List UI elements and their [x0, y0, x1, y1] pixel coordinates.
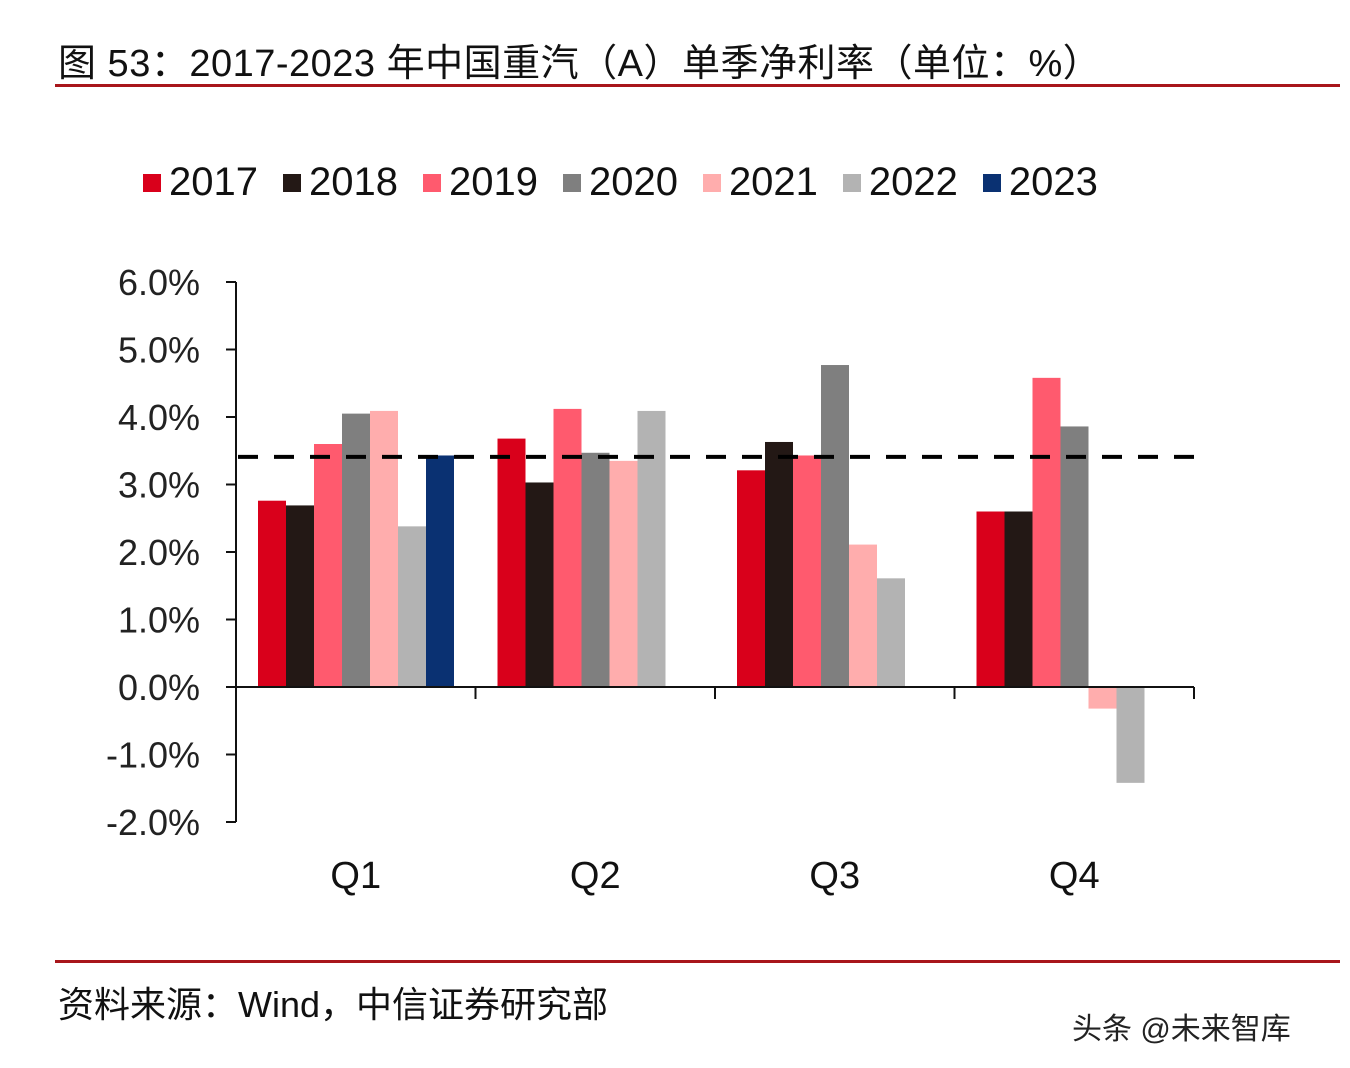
- bar-2022-Q4: [1116, 687, 1145, 783]
- legend-item-2022: 2022: [842, 160, 958, 205]
- y-tick-label: 0.0%: [118, 667, 200, 708]
- legend-label: 2017: [169, 160, 258, 204]
- bar-2019-Q4: [1032, 377, 1061, 687]
- legend-label: 2020: [588, 160, 678, 204]
- title-divider: [55, 84, 1340, 87]
- bar-2017-Q3: [737, 470, 765, 687]
- legend-swatch: [422, 173, 441, 192]
- x-category-label: Q3: [809, 855, 860, 897]
- legend-swatch: [562, 173, 581, 192]
- legend-item-2019: 2019: [422, 160, 538, 205]
- bar-2019-Q3: [793, 455, 821, 687]
- legend-item-2017: 2017: [143, 160, 258, 205]
- legend-swatch: [282, 173, 301, 192]
- bar-2019-Q2: [553, 408, 582, 687]
- bar-2020-Q3: [821, 365, 849, 687]
- source-note: 资料来源：Wind，中信证券研究部: [58, 984, 609, 1025]
- legend-swatch: [982, 173, 1001, 192]
- y-tick-label: 5.0%: [118, 330, 200, 371]
- bar-2017-Q1: [258, 500, 286, 687]
- legend-item-2018: 2018: [282, 160, 398, 205]
- bar-2017-Q4: [976, 511, 1005, 687]
- bar-2021-Q3: [849, 544, 877, 687]
- legend-label: 2019: [448, 160, 538, 204]
- y-tick-label: 6.0%: [118, 262, 200, 303]
- bar-2018-Q4: [1004, 511, 1033, 687]
- bar-2021-Q4: [1088, 687, 1117, 709]
- legend-label: 2023: [1008, 160, 1098, 204]
- chart-legend: 2017 2018 2019 2020 2021 2022 2023: [143, 160, 1123, 205]
- bar-2022-Q3: [877, 578, 905, 687]
- y-tick-label: 1.0%: [118, 600, 200, 641]
- figure-title: 图 53：2017-2023 年中国重汽（A）单季净利率（单位：%）: [58, 43, 1102, 85]
- source-divider: [55, 960, 1340, 963]
- bar-2022-Q2: [637, 410, 666, 687]
- bar-2018-Q2: [525, 482, 554, 687]
- legend-swatch: [702, 173, 721, 192]
- bar-2020-Q1: [342, 413, 370, 687]
- x-category-label: Q4: [1049, 855, 1100, 897]
- bar-2020-Q2: [581, 452, 610, 687]
- y-tick-label: 4.0%: [118, 397, 200, 438]
- x-category-label: Q2: [570, 855, 621, 897]
- legend-swatch: [143, 173, 161, 192]
- y-tick-label: -2.0%: [106, 802, 200, 843]
- bar-2023-Q1: [426, 455, 454, 687]
- y-tick-label: -1.0%: [106, 735, 200, 776]
- y-tick-label: 3.0%: [118, 465, 200, 506]
- bar-2018-Q3: [765, 441, 793, 687]
- legend-label: 2021: [728, 160, 818, 204]
- watermark: 头条 @未来智库: [1072, 1013, 1291, 1046]
- legend-label: 2022: [868, 160, 958, 204]
- legend-item-2023: 2023: [982, 160, 1098, 205]
- bar-2022-Q1: [398, 526, 426, 687]
- legend-item-2021: 2021: [702, 160, 818, 205]
- bar-2018-Q1: [286, 505, 314, 687]
- bar-2021-Q1: [370, 410, 398, 687]
- legend-label: 2018: [308, 160, 398, 204]
- x-category-label: Q1: [330, 855, 381, 897]
- bar-2021-Q2: [609, 460, 638, 687]
- legend-swatch: [842, 173, 861, 192]
- bar-2019-Q1: [314, 444, 342, 687]
- legend-item-2020: 2020: [562, 160, 678, 205]
- bar-2017-Q2: [497, 438, 526, 687]
- bar-2020-Q4: [1060, 426, 1089, 687]
- y-tick-label: 2.0%: [118, 532, 200, 573]
